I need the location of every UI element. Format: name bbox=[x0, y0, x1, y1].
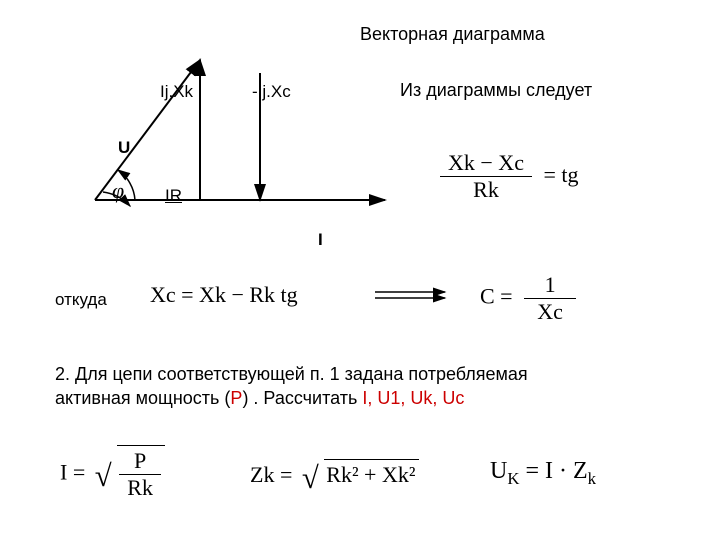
arrow-icon bbox=[370, 280, 460, 310]
formula-xc: Xc = Xk − Rk tg bbox=[150, 282, 298, 308]
label-i: I bbox=[318, 230, 323, 250]
label-otkuda: откуда bbox=[55, 290, 107, 310]
formula-tg: Xk − Xc Rk = tg bbox=[440, 150, 579, 203]
follows-label: Из диаграммы следует bbox=[400, 80, 592, 101]
label-mijxc: -Ij.Xc bbox=[252, 82, 291, 102]
formula-c: C = 1 Xc bbox=[480, 272, 576, 325]
formula-z: Zk = Rk² + Xk² bbox=[250, 455, 419, 490]
label-u: U bbox=[118, 138, 130, 158]
task-text: 2. Для цепи соответствующей п. 1 задана … bbox=[55, 362, 675, 411]
label-phi: φ bbox=[112, 178, 124, 204]
label-ijxk: Ij.Xk bbox=[160, 82, 193, 102]
formula-i: I = P Rk bbox=[60, 445, 165, 501]
vector-diagram bbox=[0, 0, 400, 300]
label-ir: IR bbox=[165, 186, 182, 206]
formula-uk: UK = I · Zk bbox=[490, 458, 596, 489]
